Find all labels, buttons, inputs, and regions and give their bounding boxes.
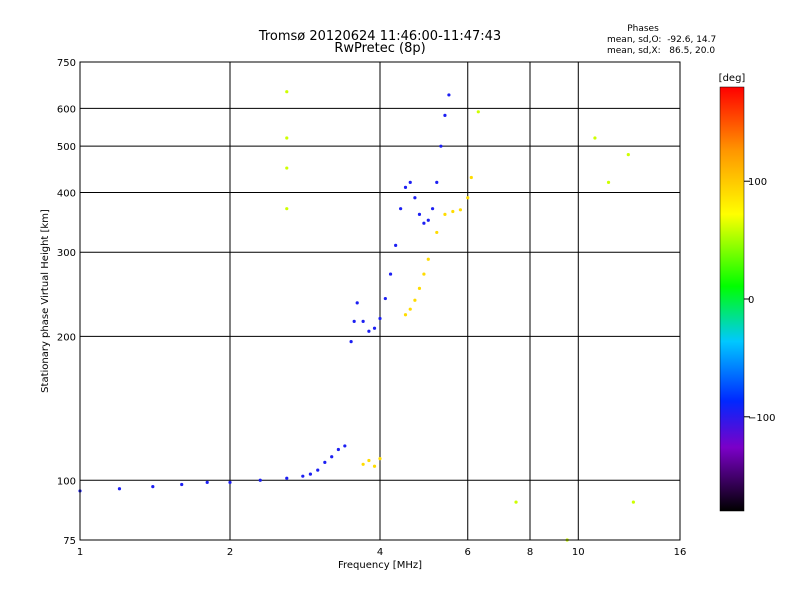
colorbar-tick-label: 0: [748, 295, 754, 306]
data-point: [285, 166, 289, 170]
y-tick-label: 200: [57, 332, 76, 343]
data-point: [285, 476, 289, 480]
data-point: [422, 221, 426, 225]
stats-x-line: mean, sd,X: 86.5, 20.0: [607, 46, 715, 56]
data-point: [336, 447, 340, 452]
data-point: [308, 472, 313, 476]
data-point: [349, 340, 353, 344]
data-point: [606, 180, 611, 184]
y-tick-label: 300: [57, 248, 76, 259]
data-point: [403, 185, 408, 189]
data-point: [367, 329, 371, 333]
data-point: [466, 196, 470, 200]
data-point: [285, 207, 289, 211]
data-point: [372, 326, 377, 330]
x-tick-label: 2: [227, 547, 233, 558]
data-point: [285, 90, 289, 94]
data-point: [352, 319, 356, 323]
data-point: [417, 212, 422, 216]
axis-ticks: 1 2 4 6 8 10 16 75 100 200 300 400 500 600 750: [57, 58, 686, 558]
data-point: [439, 144, 443, 148]
data-point: [443, 113, 447, 117]
data-point: [205, 480, 209, 484]
data-point: [355, 301, 359, 305]
data-point: [151, 485, 155, 489]
data-point: [367, 458, 371, 463]
y-tick-label: 400: [57, 188, 76, 199]
x-axis-label: Frequency [MHz]: [338, 560, 422, 571]
data-point: [631, 500, 635, 504]
data-point: [426, 218, 430, 222]
data-point: [399, 207, 403, 211]
chart-title: Tromsø 20120624 11:46:00-11:47:43: [258, 29, 501, 44]
data-point: [408, 307, 412, 311]
data-point: [372, 464, 377, 468]
y-tick-label: 600: [57, 104, 76, 115]
data-point: [458, 208, 463, 212]
y-tick-label: 100: [57, 476, 76, 487]
data-point: [361, 462, 365, 466]
data-point: [422, 272, 426, 276]
data-point: [413, 298, 417, 302]
data-point: [408, 180, 412, 184]
x-tick-label: 4: [377, 547, 383, 558]
data-point: [451, 209, 455, 214]
data-point: [417, 286, 422, 291]
data-point: [180, 482, 184, 487]
data-point: [378, 316, 382, 321]
x-tick-label: 10: [572, 547, 585, 558]
data-point: [343, 444, 347, 448]
data-point: [323, 460, 327, 464]
data-point: [330, 455, 334, 459]
x-tick-label: 8: [527, 547, 533, 558]
data-point: [388, 272, 393, 276]
data-point: [285, 136, 289, 140]
grid-lines: [80, 62, 680, 540]
data-point: [593, 136, 597, 140]
data-point: [469, 175, 473, 180]
data-point: [435, 180, 439, 184]
y-tick-label: 750: [57, 58, 76, 69]
y-tick-label: 500: [57, 142, 76, 153]
data-point: [403, 313, 408, 317]
colorbar-ticks: 100 0 −100: [744, 177, 775, 424]
colorbar-label: [deg]: [719, 73, 746, 84]
data-point: [316, 468, 320, 472]
stats-title: Phases: [627, 24, 659, 34]
x-tick-label: 16: [674, 547, 687, 558]
data-point: [426, 257, 430, 261]
data-point: [443, 212, 447, 216]
data-point: [394, 243, 398, 248]
data-point: [476, 110, 480, 114]
x-tick-label: 1: [77, 547, 83, 558]
data-point: [301, 474, 305, 478]
chart-subtitle: RwPretec (8p): [334, 41, 425, 56]
data-point: [361, 319, 365, 323]
data-point: [435, 230, 439, 235]
colorbar-tick-label: 100: [748, 177, 767, 188]
y-axis-label: Stationary phase Virtual Height [km]: [40, 209, 51, 393]
data-point: [228, 480, 232, 484]
colorbar: [719, 86, 745, 512]
data-point: [378, 457, 382, 461]
data-point: [258, 478, 262, 482]
data-point: [117, 487, 122, 491]
data-point: [413, 196, 417, 200]
x-tick-label: 6: [465, 547, 471, 558]
stats-o-line: mean, sd,O: -92.6, 14.7: [607, 35, 716, 45]
data-point: [430, 207, 435, 211]
data-point: [514, 500, 518, 504]
plot-frame: [79, 61, 681, 541]
data-points: [78, 90, 635, 542]
data-point: [383, 296, 387, 301]
data-point: [447, 93, 451, 97]
colorbar-tick-label: −100: [748, 413, 775, 424]
y-tick-label: 75: [63, 536, 76, 547]
data-point: [626, 153, 630, 157]
